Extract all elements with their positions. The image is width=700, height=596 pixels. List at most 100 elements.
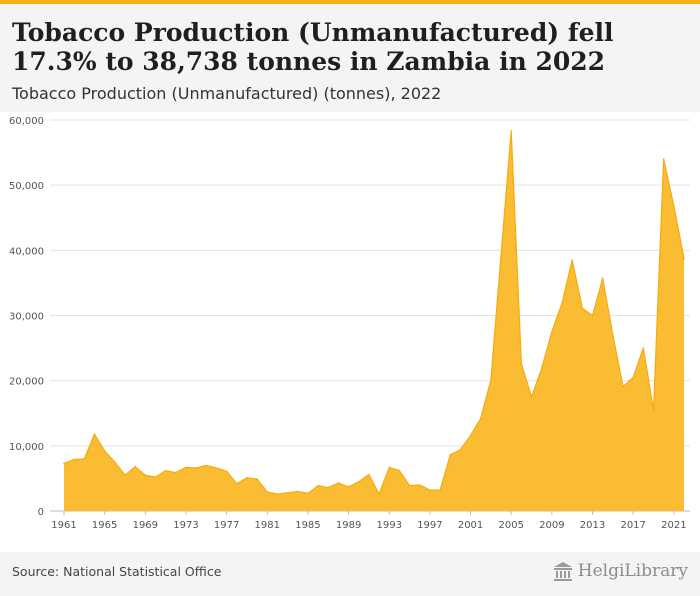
data-point (520, 362, 523, 365)
data-point (561, 302, 563, 304)
data-point (581, 307, 584, 310)
data-point (276, 493, 279, 495)
y-tick-label: 30,000 (9, 312, 44, 323)
y-axis-ticks: 0 10,000 20,000 30,000 40,000 50,000 60,000 (9, 116, 44, 518)
data-point (622, 385, 624, 388)
data-point (286, 491, 289, 494)
tobacco-production-area (64, 131, 684, 511)
data-point (601, 277, 604, 280)
data-point (307, 492, 309, 495)
data-point (235, 482, 238, 485)
library-building-icon (553, 562, 572, 581)
data-point (571, 259, 573, 261)
x-tick-label: 2005 (498, 520, 523, 531)
data-point (418, 484, 421, 486)
data-point (459, 448, 462, 451)
data-point (662, 158, 665, 160)
data-point (490, 379, 492, 381)
data-point (103, 450, 106, 452)
x-tick-label: 2013 (580, 520, 605, 531)
series-area (63, 130, 685, 511)
y-tick-label: 40,000 (9, 246, 44, 257)
x-tick-label: 2021 (661, 520, 686, 531)
data-point (673, 205, 675, 207)
data-point (368, 473, 370, 476)
data-point (225, 470, 228, 473)
x-tick-label: 1965 (92, 520, 117, 531)
y-tick-label: 60,000 (9, 116, 44, 127)
data-point (215, 467, 218, 469)
data-point (510, 130, 513, 132)
data-point (164, 469, 167, 472)
data-point (378, 493, 380, 495)
data-point (144, 474, 147, 476)
data-point (449, 454, 452, 456)
x-tick-label: 1973 (173, 520, 198, 531)
data-point (429, 489, 431, 491)
top-accent-bar (0, 0, 700, 4)
data-point (439, 489, 441, 491)
data-point (266, 491, 269, 493)
data-point (551, 330, 553, 333)
y-tick-label: 10,000 (9, 442, 44, 453)
data-point (185, 466, 187, 469)
x-tick-label: 2017 (620, 520, 645, 531)
data-point (357, 480, 360, 483)
data-point (154, 476, 157, 478)
chart-title: Tobacco Production (Unmanufactured) fell… (12, 18, 614, 76)
data-point (195, 467, 197, 469)
data-point (73, 458, 75, 461)
data-point (124, 474, 126, 476)
data-point (134, 465, 136, 468)
area-chart: 0 10,000 20,000 30,000 40,000 50,000 60,000 19… (9, 116, 690, 531)
x-tick-label: 1993 (377, 520, 402, 531)
data-point (205, 464, 208, 467)
data-point (63, 462, 65, 465)
chart-footer: Source: National Statistical Office Helg… (0, 552, 700, 596)
data-point (388, 466, 391, 469)
x-axis-ticks: 1961 1965 1969 1973 1977 1981 1985 1989 1993 1997… (51, 511, 687, 531)
data-point (175, 471, 177, 474)
x-tick-label: 2009 (539, 520, 564, 531)
data-point (469, 434, 472, 437)
y-tick-label: 50,000 (9, 181, 44, 192)
data-point (540, 367, 543, 370)
y-tick-label: 20,000 (9, 377, 44, 388)
data-point (317, 484, 319, 487)
data-point (683, 257, 685, 260)
data-point (114, 461, 116, 463)
data-point (347, 486, 350, 488)
data-point (530, 396, 533, 398)
x-tick-label: 2001 (458, 520, 483, 531)
x-tick-label: 1961 (51, 520, 76, 531)
brand-logo[interactable]: HelgiLibrary (552, 560, 688, 582)
data-point (296, 490, 299, 493)
x-tick-label: 1997 (417, 520, 442, 531)
data-point (398, 469, 401, 472)
data-point (337, 482, 340, 484)
data-point (479, 417, 482, 420)
tobacco-production-line (63, 131, 685, 496)
data-point (500, 254, 502, 256)
x-tick-label: 1969 (133, 520, 158, 531)
data-point (642, 347, 645, 349)
brand-name: HelgiLibrary (577, 561, 688, 581)
x-tick-label: 1981 (255, 520, 280, 531)
data-point (652, 409, 655, 411)
data-point (83, 458, 86, 460)
data-point (93, 433, 96, 435)
chart-subtitle: Tobacco Production (Unmanufactured) (ton… (12, 84, 442, 103)
data-point (408, 484, 411, 487)
chart-header: Tobacco Production (Unmanufactured) fell… (0, 4, 700, 112)
y-tick-label: 0 (38, 507, 44, 518)
data-point (612, 334, 614, 336)
x-tick-label: 1989 (336, 520, 361, 531)
data-point (591, 314, 594, 317)
x-tick-label: 1977 (214, 520, 239, 531)
source-note: Source: National Statistical Office (12, 564, 222, 579)
data-point (246, 476, 248, 479)
data-point (632, 376, 634, 379)
data-point (327, 486, 330, 489)
data-point (256, 478, 258, 480)
x-tick-label: 1985 (295, 520, 320, 531)
